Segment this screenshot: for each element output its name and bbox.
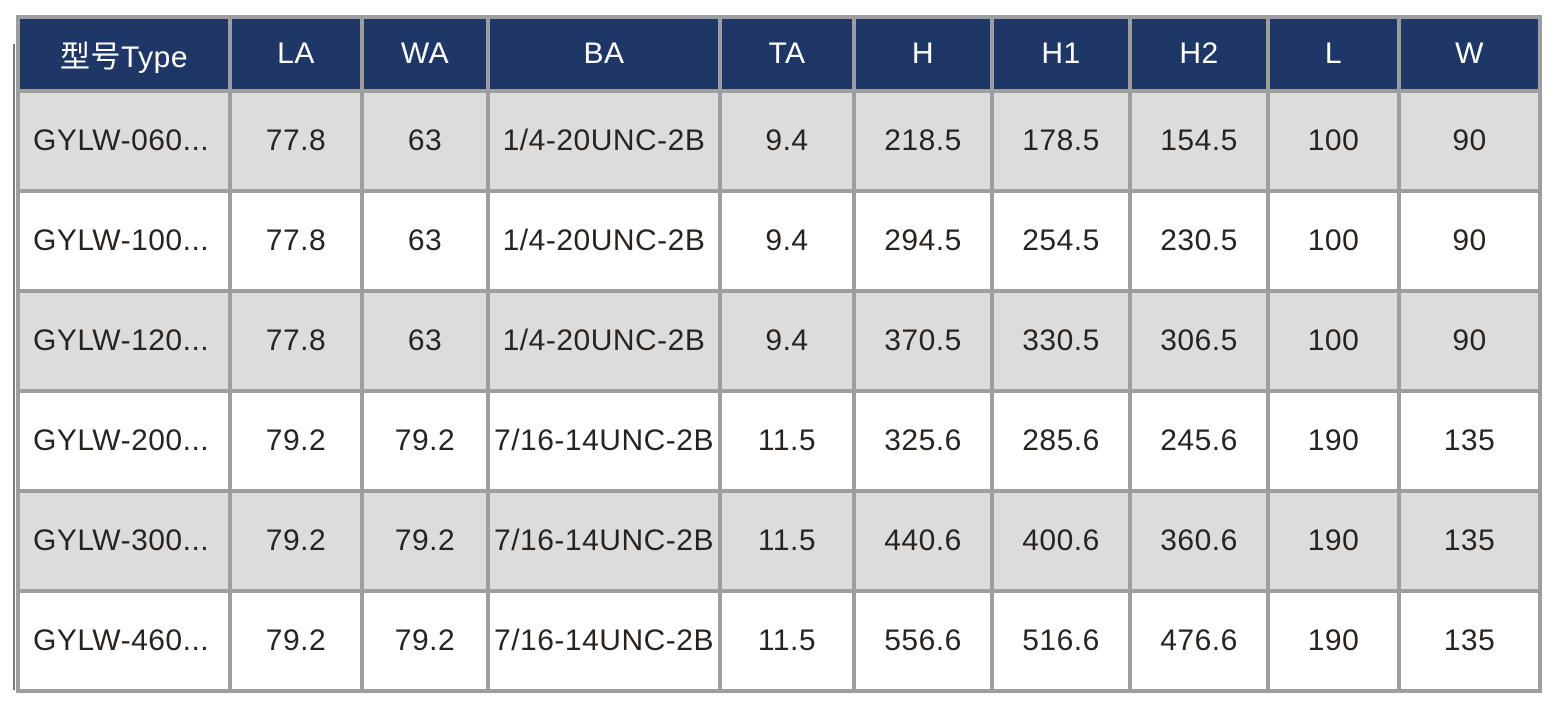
table-header-row: 型号Type LA WA BA TA H H1 H2 L W: [16, 15, 1542, 93]
h-cell: 370.5: [852, 289, 994, 393]
w-cell: 90: [1397, 189, 1542, 293]
w-cell: 135: [1397, 489, 1542, 593]
model-cell: GYLW-100...: [16, 189, 232, 293]
wa-cell: 79.2: [360, 589, 490, 693]
h2-cell: 230.5: [1128, 189, 1270, 293]
column-header-h2: H2: [1128, 15, 1270, 93]
h-cell: 440.6: [852, 489, 994, 593]
h1-cell: 516.6: [990, 589, 1132, 693]
model-cell: GYLW-120...: [16, 289, 232, 393]
l-cell: 190: [1266, 589, 1401, 693]
w-cell: 90: [1397, 89, 1542, 193]
wa-cell: 79.2: [360, 489, 490, 593]
h2-cell: 306.5: [1128, 289, 1270, 393]
ba-cell: 7/16-14UNC-2B: [486, 489, 722, 593]
l-cell: 100: [1266, 89, 1401, 193]
ta-cell: 9.4: [718, 289, 856, 393]
wa-cell: 63: [360, 289, 490, 393]
column-header-type: 型号Type: [16, 15, 232, 93]
model-cell: GYLW-300...: [16, 489, 232, 593]
column-header-h: H: [852, 15, 994, 93]
ba-cell: 1/4-20UNC-2B: [486, 289, 722, 393]
column-header-wa: WA: [360, 15, 490, 93]
table-row: GYLW-200... 79.2 79.2 7/16-14UNC-2B 11.5…: [16, 389, 1542, 493]
w-cell: 135: [1397, 389, 1542, 493]
ba-cell: 7/16-14UNC-2B: [486, 589, 722, 693]
ta-cell: 11.5: [718, 389, 856, 493]
w-cell: 90: [1397, 289, 1542, 393]
h2-cell: 245.6: [1128, 389, 1270, 493]
la-cell: 77.8: [228, 189, 364, 293]
h1-cell: 330.5: [990, 289, 1132, 393]
wa-cell: 63: [360, 89, 490, 193]
h1-cell: 285.6: [990, 389, 1132, 493]
ta-cell: 9.4: [718, 189, 856, 293]
table-row: GYLW-100... 77.8 63 1/4-20UNC-2B 9.4 294…: [16, 189, 1542, 293]
l-cell: 190: [1266, 489, 1401, 593]
l-cell: 100: [1266, 189, 1401, 293]
column-header-l: L: [1266, 15, 1401, 93]
wa-cell: 79.2: [360, 389, 490, 493]
h-cell: 218.5: [852, 89, 994, 193]
column-header-la: LA: [228, 15, 364, 93]
h-cell: 556.6: [852, 589, 994, 693]
ta-cell: 11.5: [718, 489, 856, 593]
model-cell: GYLW-060...: [16, 89, 232, 193]
column-header-w: W: [1397, 15, 1542, 93]
table-row: GYLW-460... 79.2 79.2 7/16-14UNC-2B 11.5…: [16, 589, 1542, 693]
ba-cell: 1/4-20UNC-2B: [486, 189, 722, 293]
column-header-ba: BA: [486, 15, 722, 93]
ta-cell: 11.5: [718, 589, 856, 693]
h1-cell: 178.5: [990, 89, 1132, 193]
h-cell: 325.6: [852, 389, 994, 493]
la-cell: 79.2: [228, 389, 364, 493]
h2-cell: 360.6: [1128, 489, 1270, 593]
ba-cell: 7/16-14UNC-2B: [486, 389, 722, 493]
la-cell: 79.2: [228, 489, 364, 593]
h2-cell: 476.6: [1128, 589, 1270, 693]
la-cell: 77.8: [228, 289, 364, 393]
model-cell: GYLW-460...: [16, 589, 232, 693]
la-cell: 77.8: [228, 89, 364, 193]
table-row: GYLW-120... 77.8 63 1/4-20UNC-2B 9.4 370…: [16, 289, 1542, 393]
h1-cell: 400.6: [990, 489, 1132, 593]
table-row: GYLW-300... 79.2 79.2 7/16-14UNC-2B 11.5…: [16, 489, 1542, 593]
l-cell: 100: [1266, 289, 1401, 393]
h2-cell: 154.5: [1128, 89, 1270, 193]
table-left-edge-line: [13, 44, 15, 690]
l-cell: 190: [1266, 389, 1401, 493]
model-cell: GYLW-200...: [16, 389, 232, 493]
ba-cell: 1/4-20UNC-2B: [486, 89, 722, 193]
column-header-h1: H1: [990, 15, 1132, 93]
table-row: GYLW-060... 77.8 63 1/4-20UNC-2B 9.4 218…: [16, 89, 1542, 193]
la-cell: 79.2: [228, 589, 364, 693]
wa-cell: 63: [360, 189, 490, 293]
column-header-ta: TA: [718, 15, 856, 93]
h1-cell: 254.5: [990, 189, 1132, 293]
h-cell: 294.5: [852, 189, 994, 293]
w-cell: 135: [1397, 589, 1542, 693]
spec-table: 型号Type LA WA BA TA H H1 H2 L W GYLW-060.…: [16, 15, 1542, 693]
ta-cell: 9.4: [718, 89, 856, 193]
